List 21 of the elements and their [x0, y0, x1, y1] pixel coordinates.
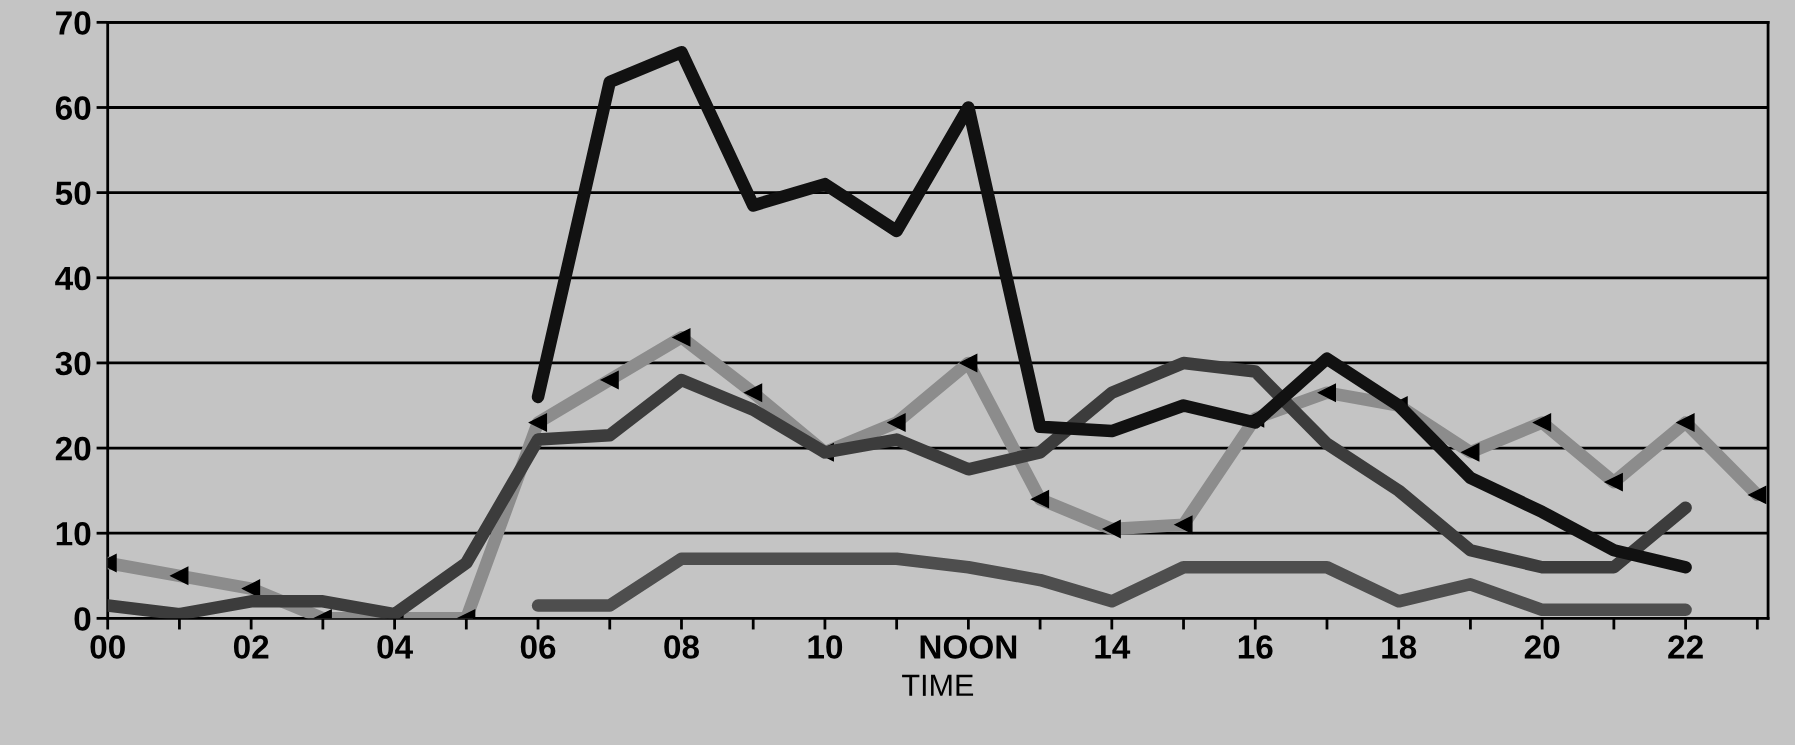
x-tick-label: 20 [1524, 635, 1560, 659]
x-tick-label: 04 [377, 635, 413, 659]
y-tick-label: 50 [55, 181, 91, 206]
y-tick-label: 70 [56, 11, 91, 35]
y-tick-label: 30 [55, 351, 91, 376]
x-tick-label: 22 [1668, 635, 1703, 659]
x-tick-label: 10 [808, 635, 843, 659]
x-tick-label: 14 [1095, 635, 1131, 659]
y-tick-label: 10 [56, 522, 91, 546]
y-tick-label: 40 [55, 266, 91, 291]
x-tick-label: 00 [90, 635, 125, 659]
y-tick-label: 0 [74, 607, 91, 631]
x-tick-label: 06 [520, 635, 556, 659]
x-tick-label: 08 [664, 635, 699, 659]
x-tick-label: 16 [1238, 635, 1273, 659]
x-axis-title: TIME [902, 674, 974, 696]
x-tick-label: 02 [233, 635, 269, 659]
x-tick-label: NOON [920, 635, 1017, 659]
y-tick-label: 60 [55, 96, 91, 120]
x-tick-label: 18 [1382, 635, 1417, 659]
y-tick-label: 20 [55, 436, 91, 461]
